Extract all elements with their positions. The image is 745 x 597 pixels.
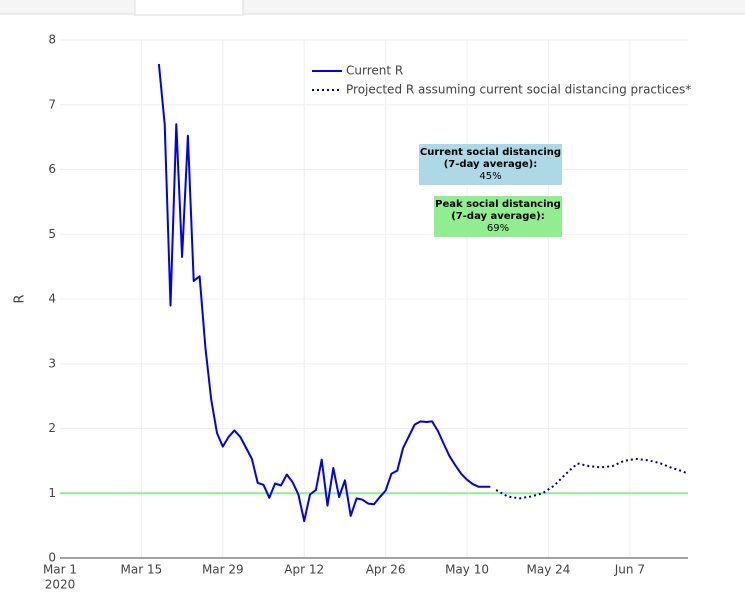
annotation-text: 69% [487, 223, 509, 234]
active-tab[interactable] [134, 0, 244, 16]
x-year-label: 2020 [45, 578, 76, 592]
series-line [157, 63, 491, 523]
x-tick-label: Mar 1 [43, 563, 77, 577]
annotation-text: Current social distancing [420, 147, 561, 158]
x-tick-label: May 10 [445, 563, 489, 577]
x-tick-label: Mar 29 [202, 563, 244, 577]
legend-label: Projected R assuming current social dist… [346, 83, 691, 97]
annotation-box [434, 196, 562, 237]
y-tick-label: 8 [48, 33, 56, 47]
x-tick-label: Jun 7 [614, 563, 645, 577]
y-tick-label: 2 [48, 421, 56, 435]
series-line [495, 457, 689, 500]
y-tick-label: 3 [48, 356, 56, 370]
y-tick-label: 4 [48, 292, 56, 306]
annotation-text: (7-day average): [444, 159, 538, 170]
y-tick-label: 5 [48, 227, 56, 241]
x-tick-label: May 24 [526, 563, 570, 577]
x-tick-label: Apr 12 [284, 563, 324, 577]
annotation-box [419, 144, 562, 185]
x-tick-label: Mar 15 [121, 563, 163, 577]
annotation-text: 45% [479, 171, 501, 182]
y-tick-label: 0 [48, 551, 56, 565]
y-tick-label: 7 [48, 97, 56, 111]
annotation-text: (7-day average): [451, 211, 545, 222]
y-axis-label: R [13, 294, 28, 303]
x-tick-label: Apr 26 [366, 563, 406, 577]
annotation-text: Peak social distancing [435, 199, 561, 210]
legend-label: Current R [346, 64, 403, 78]
y-tick-label: 6 [48, 162, 56, 176]
y-tick-label: 1 [48, 486, 56, 500]
tab-bar [0, 0, 745, 14]
